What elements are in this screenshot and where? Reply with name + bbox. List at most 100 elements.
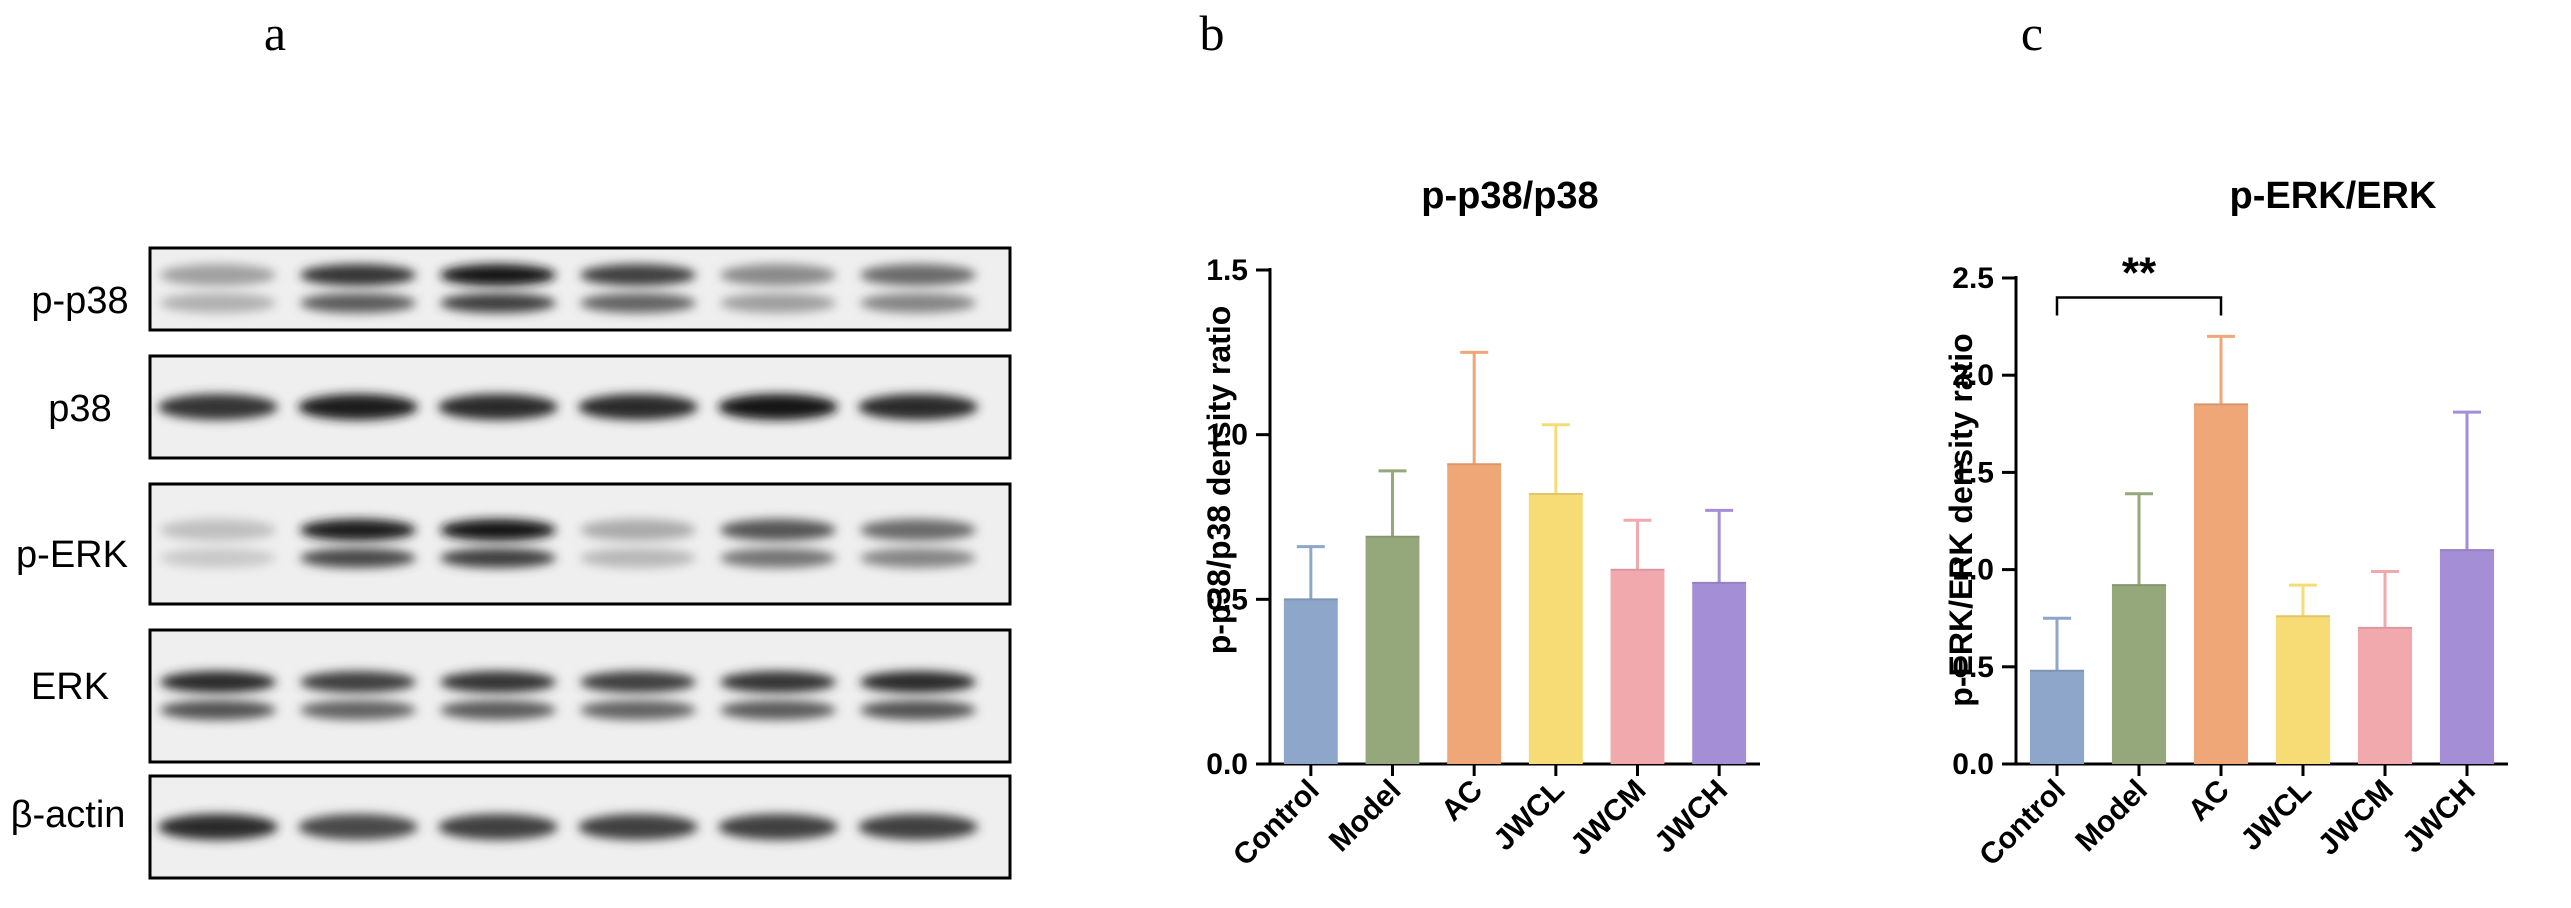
blot-band-p-p38-3-lower [440, 293, 556, 313]
chart-c-xtick-label-jwcl: JWCL [2235, 774, 2318, 857]
chart-b-title: p-p38/p38 [1421, 175, 1598, 217]
blot-labels: p-p38 p38 p-ERK ERK β-actin [11, 280, 129, 836]
blot-band-p38-4 [578, 394, 698, 420]
blot-band-p-p38-2-lower [300, 293, 416, 313]
chart-c-bar-jwcm [2357, 627, 2413, 764]
blot-band-erk-4-lower [580, 700, 696, 720]
chart-b-bar-jwcm [1610, 569, 1665, 764]
chart-b-xtick-label-control: Control [1227, 774, 1326, 873]
chart-c-bar-jwch [2439, 550, 2495, 764]
chart-b-ytick-label-1: 0.5 [1206, 583, 1248, 616]
blot-band-erk-5-lower [720, 700, 836, 720]
blot-band-p-p38-4-upper [580, 264, 696, 286]
blot-band-erk-1-lower [160, 700, 276, 720]
blot-band-erk-5-upper [720, 671, 836, 693]
blot-label-p-p38: p-p38 [31, 280, 128, 322]
blot-band-erk-1-upper [160, 671, 276, 693]
panel-letter-c: c [2021, 5, 2043, 61]
blot-band-p-erk-6-upper [860, 519, 976, 541]
blot-band-p-p38-2-upper [300, 264, 416, 286]
blot-band-p-p38-1-lower [160, 293, 276, 313]
chart-c-significance-label: ** [2122, 248, 2157, 297]
blot-label-beta-actin: β-actin [11, 794, 126, 836]
blot-band-p-erk-4-lower [580, 548, 696, 568]
blot-band-p-erk-1-lower [160, 548, 276, 568]
blot-band-p-erk-4-upper [580, 519, 696, 541]
chart-b-ylabel: p-p38/p38 density ratio [1201, 306, 1237, 655]
blot-strip-p-p38 [148, 246, 1012, 332]
blot-strip-erk [148, 628, 1012, 764]
blot-strip-p-erk [148, 482, 1012, 606]
blot-band-erk-3-upper [440, 671, 556, 693]
chart-p-erk: p-ERK/ERK p-ERK/ERK density ratio 0.0 0.5… [1943, 175, 2508, 872]
chart-c-bar-control [2029, 670, 2085, 764]
chart-b-bar-jwch [1692, 582, 1747, 764]
chart-c-ytick-label-4: 2.0 [1952, 359, 1994, 392]
chart-b-bar-model [1365, 536, 1420, 764]
chart-b-xtick-label-jwch: JWCH [1648, 774, 1734, 860]
chart-c-ytick-label-1: 0.5 [1952, 651, 1994, 684]
blot-band-actin-6 [858, 814, 978, 840]
blot-band-p-erk-3-lower [440, 548, 556, 568]
chart-c-ytick-label-0: 0.0 [1952, 748, 1994, 781]
chart-c-ytick-label-5: 2.5 [1952, 262, 1994, 295]
chart-c-bar-model [2111, 585, 2167, 764]
chart-b-xtick-label-model: Model [1323, 774, 1408, 859]
chart-c-xtick-label-control: Control [1973, 774, 2072, 873]
chart-c-title: p-ERK/ERK [2230, 175, 2437, 217]
chart-b-xtick-label-jwcm: JWCM [1564, 774, 1652, 862]
chart-c-xtick-label-jwcm: JWCM [2312, 774, 2400, 862]
chart-c-xtick-label-jwch: JWCH [2396, 774, 2482, 860]
chart-c-ytick-label-2: 1.0 [1952, 554, 1994, 587]
blot-band-p-p38-5-upper [720, 264, 836, 286]
blot-label-erk: ERK [31, 666, 109, 708]
chart-b-xtick-label-ac: AC [1435, 774, 1489, 828]
blot-band-p38-1 [158, 394, 278, 420]
blot-strips [148, 246, 1012, 880]
chart-b-bar-ac [1447, 464, 1502, 764]
blot-band-erk-4-upper [580, 671, 696, 693]
blot-band-p-erk-2-upper [300, 519, 416, 541]
blot-band-p38-2 [298, 394, 418, 420]
blot-band-p-p38-6-lower [860, 293, 976, 313]
blot-band-erk-2-lower [300, 700, 416, 720]
chart-b-ytick-label-3: 1.5 [1206, 254, 1248, 287]
blot-band-erk-6-upper [860, 671, 976, 693]
blot-band-actin-3 [438, 814, 558, 840]
blot-band-p-p38-4-lower [580, 293, 696, 313]
western-blot-panel: p-p38 p38 p-ERK ERK β-actin [11, 246, 1012, 880]
panel-letter-b: b [1200, 5, 1225, 61]
blot-band-erk-3-lower [440, 700, 556, 720]
blot-band-erk-6-lower [860, 700, 976, 720]
blot-band-p-erk-3-upper [440, 519, 556, 541]
chart-b-ytick-label-2: 1.0 [1206, 419, 1248, 452]
blot-band-p-p38-5-lower [720, 293, 836, 313]
blot-band-p-erk-5-upper [720, 519, 836, 541]
blot-band-p38-6 [858, 394, 978, 420]
chart-c-bar-jwcl [2275, 616, 2331, 764]
chart-c-ytick-label-3: 1.5 [1952, 456, 1994, 489]
chart-c-xtick-label-model: Model [2069, 774, 2154, 859]
blot-band-p-erk-5-lower [720, 548, 836, 568]
chart-b-bar-jwcl [1528, 493, 1583, 764]
blot-band-p-p38-1-upper [160, 264, 276, 286]
chart-b-bar-control [1283, 599, 1338, 764]
blot-band-erk-2-upper [300, 671, 416, 693]
chart-b-ytick-label-0: 0.0 [1206, 748, 1248, 781]
blot-band-p38-3 [438, 394, 558, 420]
blot-label-p-erk: p-ERK [16, 534, 128, 576]
blot-label-p38: p38 [48, 388, 111, 430]
chart-c-significance-bracket [2055, 296, 2223, 316]
blot-band-p-p38-6-upper [860, 264, 976, 286]
blot-band-actin-1 [158, 814, 278, 840]
chart-c-ylabel: p-ERK/ERK density ratio [1943, 333, 1979, 706]
blot-band-p-erk-1-upper [160, 519, 276, 541]
blot-band-p-erk-6-lower [860, 548, 976, 568]
blot-band-actin-5 [718, 814, 838, 840]
blot-band-actin-2 [298, 814, 418, 840]
panel-letter-a: a [264, 5, 286, 61]
chart-p-p38: p-p38/p38 p-p38/p38 density ratio 0.0 0.5… [1201, 175, 1760, 872]
blot-band-actin-4 [578, 814, 698, 840]
